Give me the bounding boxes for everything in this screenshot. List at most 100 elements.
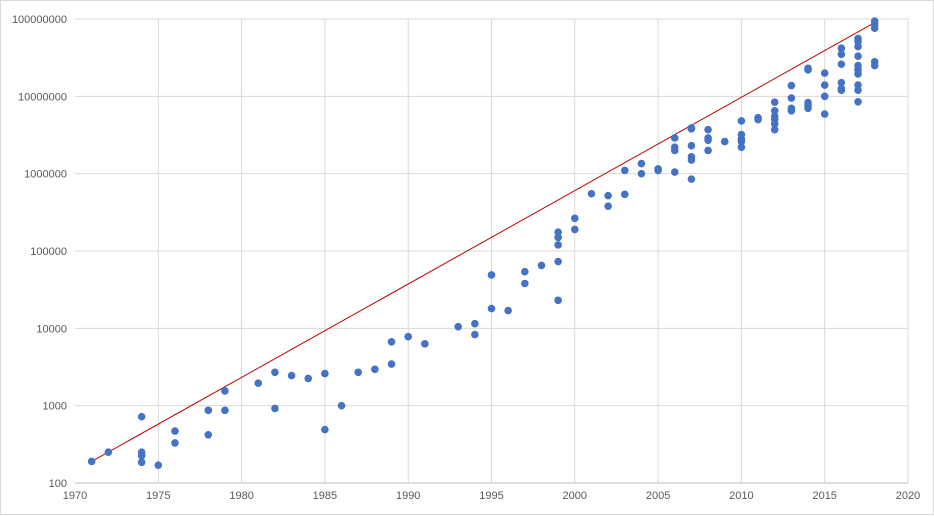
data-point <box>737 117 746 125</box>
data-point <box>704 146 712 155</box>
data-point <box>554 296 562 305</box>
data-points <box>87 17 879 469</box>
data-point <box>287 371 296 380</box>
data-point <box>337 401 346 410</box>
data-point <box>704 136 712 145</box>
y-tick-label: 100000 <box>30 246 67 258</box>
y-tick-label: 100000000 <box>12 14 67 26</box>
data-point <box>87 457 96 466</box>
data-point <box>854 52 862 61</box>
y-tick-label: 100 <box>49 478 67 490</box>
data-point <box>687 125 696 133</box>
data-point <box>521 279 529 288</box>
data-point <box>637 169 646 178</box>
data-point <box>571 214 579 223</box>
data-point <box>504 306 512 315</box>
data-point <box>870 61 879 70</box>
x-tick-label: 1990 <box>396 490 420 502</box>
data-point <box>604 202 612 210</box>
data-point <box>221 406 229 415</box>
x-tick-label: 2010 <box>729 490 753 502</box>
data-point <box>587 189 596 198</box>
data-point <box>421 340 429 348</box>
data-point <box>820 81 829 89</box>
data-point <box>137 451 146 460</box>
data-point <box>720 137 729 146</box>
data-point <box>204 431 213 439</box>
y-tick-label: 10000 <box>36 323 67 335</box>
x-tick-label: 1970 <box>63 490 87 502</box>
data-point <box>620 166 629 175</box>
data-point <box>521 267 529 276</box>
data-point <box>221 387 229 395</box>
data-point <box>787 94 796 102</box>
data-point <box>787 107 796 115</box>
y-tick-label: 1000000 <box>24 169 67 181</box>
data-point <box>754 115 762 124</box>
data-point <box>171 439 179 447</box>
data-point <box>454 322 462 331</box>
data-point <box>787 81 796 90</box>
x-tick-label: 2000 <box>563 490 587 502</box>
x-tick-label: 1975 <box>146 490 170 502</box>
data-point <box>571 225 579 234</box>
data-point <box>704 125 712 134</box>
data-point <box>820 92 829 101</box>
data-point <box>304 374 313 383</box>
data-point <box>654 166 662 175</box>
data-point <box>837 78 846 87</box>
x-tick-label: 2015 <box>812 490 836 502</box>
data-point <box>670 146 679 155</box>
data-point <box>487 304 496 313</box>
data-point <box>137 458 146 467</box>
data-point <box>737 143 746 151</box>
x-tick-label: 2005 <box>646 490 670 502</box>
data-point <box>537 261 546 270</box>
x-tick-label: 2020 <box>896 490 920 502</box>
data-point <box>670 168 679 176</box>
data-point <box>271 404 279 413</box>
data-point <box>804 66 812 74</box>
data-point <box>554 257 562 266</box>
x-tick-label: 1985 <box>313 490 337 502</box>
x-tick-label: 1980 <box>229 490 253 502</box>
data-point <box>620 190 629 199</box>
data-point <box>321 425 329 434</box>
data-point <box>770 120 779 128</box>
data-point <box>837 44 846 52</box>
data-point <box>854 42 862 51</box>
data-point <box>154 461 163 469</box>
data-point <box>770 107 779 115</box>
data-point <box>854 97 862 106</box>
data-point <box>870 24 879 33</box>
data-point <box>804 104 812 113</box>
data-point <box>687 175 696 183</box>
data-point <box>171 427 179 435</box>
data-point <box>137 412 146 421</box>
y-axis-tick-labels: 100 1000 10000 100000 1000000 10000000 1000000… <box>12 14 67 490</box>
data-point <box>820 110 829 118</box>
data-point <box>837 50 846 59</box>
data-point <box>204 406 213 415</box>
data-point <box>854 86 862 95</box>
y-tick-label: 10000000 <box>18 91 67 103</box>
data-point <box>104 448 113 457</box>
data-point <box>837 86 846 95</box>
data-point <box>404 332 413 341</box>
data-point <box>687 156 696 164</box>
data-point <box>737 137 746 146</box>
data-point <box>321 369 329 378</box>
trendline <box>91 22 875 462</box>
data-point <box>487 271 496 279</box>
data-point <box>254 379 263 388</box>
data-point <box>387 337 396 346</box>
y-tick-label: 1000 <box>43 401 67 413</box>
data-point <box>554 241 562 249</box>
data-point <box>471 319 479 328</box>
data-point <box>770 98 779 106</box>
data-point <box>371 365 379 374</box>
x-axis-tick-labels: 1970 1975 1980 1985 1990 1995 2000 2005 2010 2015… <box>63 490 920 502</box>
data-point <box>770 125 779 134</box>
